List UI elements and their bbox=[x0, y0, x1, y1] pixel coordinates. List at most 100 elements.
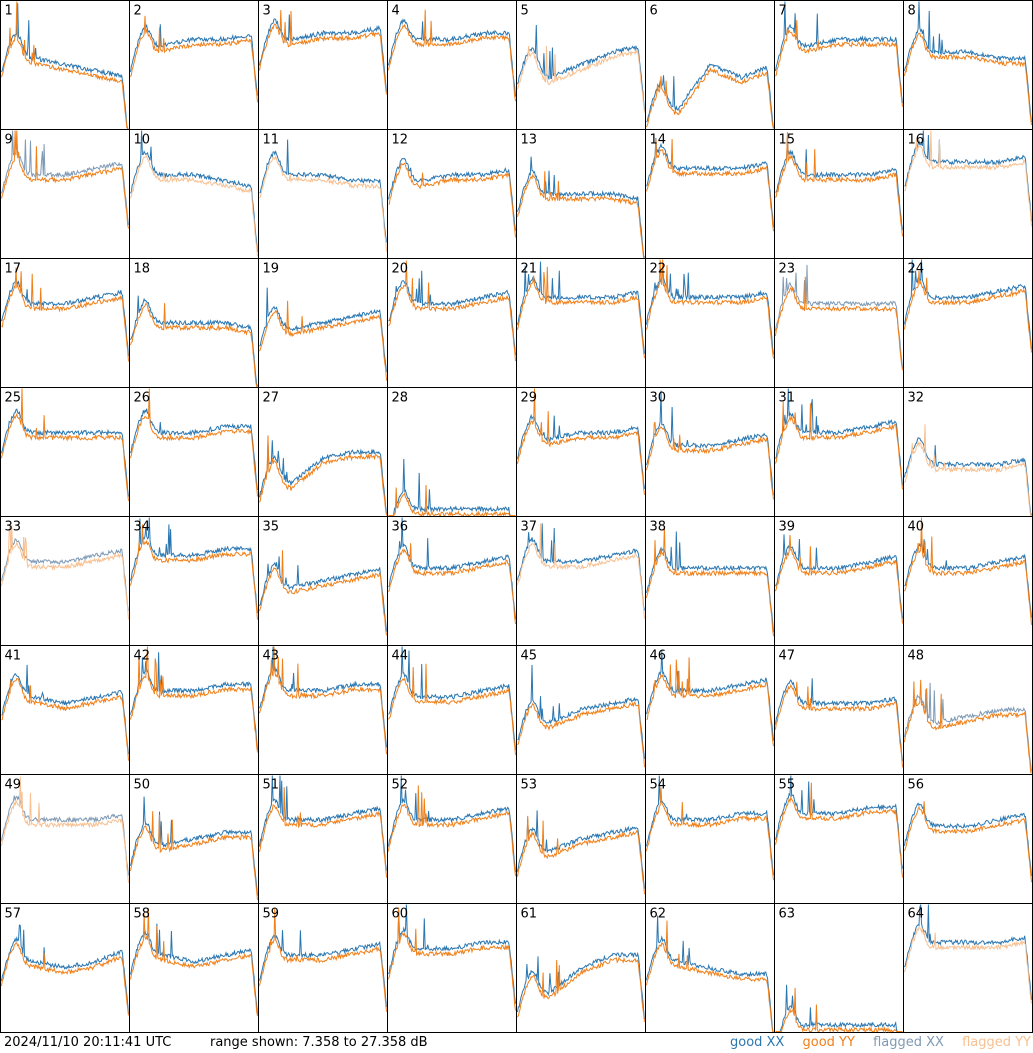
panel-label: 9 bbox=[5, 133, 13, 148]
series-good-yy bbox=[388, 484, 516, 518]
series-good-xx bbox=[646, 650, 774, 741]
panel-label: 3 bbox=[263, 4, 271, 19]
series-flagged-yy bbox=[130, 155, 258, 257]
series-good-yy bbox=[517, 388, 645, 495]
panel-44: 44 bbox=[387, 645, 517, 775]
range-label: range shown: 7.358 to 27.358 dB bbox=[210, 1035, 428, 1050]
series-good-xx bbox=[646, 915, 774, 1032]
series-flagged-xx bbox=[1, 795, 129, 876]
series-good-yy bbox=[646, 421, 774, 500]
panel-31: 31 bbox=[774, 387, 904, 517]
panel-9: 9 bbox=[0, 129, 130, 259]
legend-flagged-xx: flagged XX bbox=[873, 1035, 944, 1050]
series-good-xx bbox=[130, 295, 258, 387]
panel-label: 38 bbox=[650, 520, 667, 535]
series-good-xx bbox=[517, 24, 645, 111]
panel-53: 53 bbox=[516, 774, 646, 904]
panel-35: 35 bbox=[258, 516, 388, 646]
panel-24: 24 bbox=[903, 258, 1033, 388]
panel-frame bbox=[387, 0, 517, 130]
series-good-xx bbox=[904, 802, 1032, 876]
panel-label: 30 bbox=[650, 391, 667, 406]
series-good-xx bbox=[646, 137, 774, 228]
panel-label: 17 bbox=[5, 262, 22, 277]
series-good-yy bbox=[1, 267, 129, 362]
panel-label: 5 bbox=[521, 4, 529, 19]
panel-label: 7 bbox=[779, 4, 787, 19]
panel-label: 58 bbox=[134, 907, 151, 922]
panel-label: 18 bbox=[134, 262, 151, 277]
series-good-xx bbox=[130, 22, 258, 96]
panel-frame bbox=[387, 516, 517, 646]
series-good-yy bbox=[259, 435, 387, 516]
panel-label: 48 bbox=[908, 649, 925, 664]
panel-frame bbox=[516, 774, 646, 904]
series-good-xx bbox=[1, 3, 129, 129]
panel-label: 28 bbox=[392, 391, 409, 406]
series-good-xx bbox=[130, 796, 258, 896]
panel-label: 21 bbox=[521, 262, 538, 277]
panel-label: 16 bbox=[908, 133, 925, 148]
panel-22: 22 bbox=[645, 258, 775, 388]
series-good-yy bbox=[388, 785, 516, 877]
panel-54: 54 bbox=[645, 774, 775, 904]
series-good-yy bbox=[259, 550, 387, 636]
series-good-xx bbox=[646, 264, 774, 355]
series-good-yy bbox=[517, 815, 645, 895]
series-good-yy bbox=[517, 171, 645, 258]
panel-label: 32 bbox=[908, 391, 925, 406]
series-good-yy bbox=[517, 956, 645, 1022]
panel-frame bbox=[258, 0, 388, 130]
series-good-xx bbox=[388, 904, 516, 1004]
series-good-yy bbox=[388, 543, 516, 624]
series-good-yy bbox=[1, 678, 129, 761]
panel-label: 60 bbox=[392, 907, 409, 922]
series-good-yy bbox=[517, 266, 645, 359]
panel-frame bbox=[258, 129, 388, 259]
series-good-yy bbox=[775, 534, 903, 624]
panel-47: 47 bbox=[774, 645, 904, 775]
panel-55: 55 bbox=[774, 774, 904, 904]
series-flagged-yy bbox=[517, 523, 645, 619]
panel-6: 6 bbox=[645, 0, 775, 130]
series-good-yy bbox=[130, 388, 258, 497]
panel-label: 20 bbox=[392, 262, 409, 277]
panel-4: 4 bbox=[387, 0, 517, 130]
panel-label: 13 bbox=[521, 133, 538, 148]
panel-46: 46 bbox=[645, 645, 775, 775]
panel-label: 51 bbox=[263, 778, 280, 793]
panel-label: 27 bbox=[263, 391, 280, 406]
panel-frame bbox=[516, 0, 646, 130]
series-good-yy bbox=[130, 524, 258, 620]
panel-17: 17 bbox=[0, 258, 130, 388]
panel-label: 42 bbox=[134, 649, 151, 664]
panel-frame bbox=[903, 516, 1033, 646]
panel-frame bbox=[129, 258, 259, 388]
panel-label: 31 bbox=[779, 391, 796, 406]
series-good-yy bbox=[259, 9, 387, 95]
series-good-xx bbox=[1, 279, 129, 356]
series-good-xx bbox=[775, 534, 903, 619]
series-good-xx bbox=[517, 810, 645, 889]
series-flagged-yy bbox=[259, 154, 387, 252]
panel-frame bbox=[903, 129, 1033, 259]
panel-frame bbox=[774, 0, 904, 130]
panel-label: 4 bbox=[392, 4, 400, 19]
panel-label: 6 bbox=[650, 4, 658, 19]
panel-61: 61 bbox=[516, 903, 646, 1033]
panel-label: 29 bbox=[521, 391, 538, 406]
series-good-xx bbox=[904, 538, 1032, 618]
series-good-yy bbox=[130, 15, 258, 103]
panel-34: 34 bbox=[129, 516, 259, 646]
series-good-xx bbox=[388, 775, 516, 873]
series-good-yy bbox=[259, 787, 387, 878]
panel-label: 62 bbox=[650, 907, 667, 922]
panel-label: 15 bbox=[779, 133, 796, 148]
series-good-xx bbox=[130, 408, 258, 491]
panel-label: 64 bbox=[908, 907, 925, 922]
panel-19: 19 bbox=[258, 258, 388, 388]
panel-frame bbox=[903, 0, 1033, 130]
panel-label: 52 bbox=[392, 778, 409, 793]
legend-good-yy: good YY bbox=[802, 1035, 855, 1050]
